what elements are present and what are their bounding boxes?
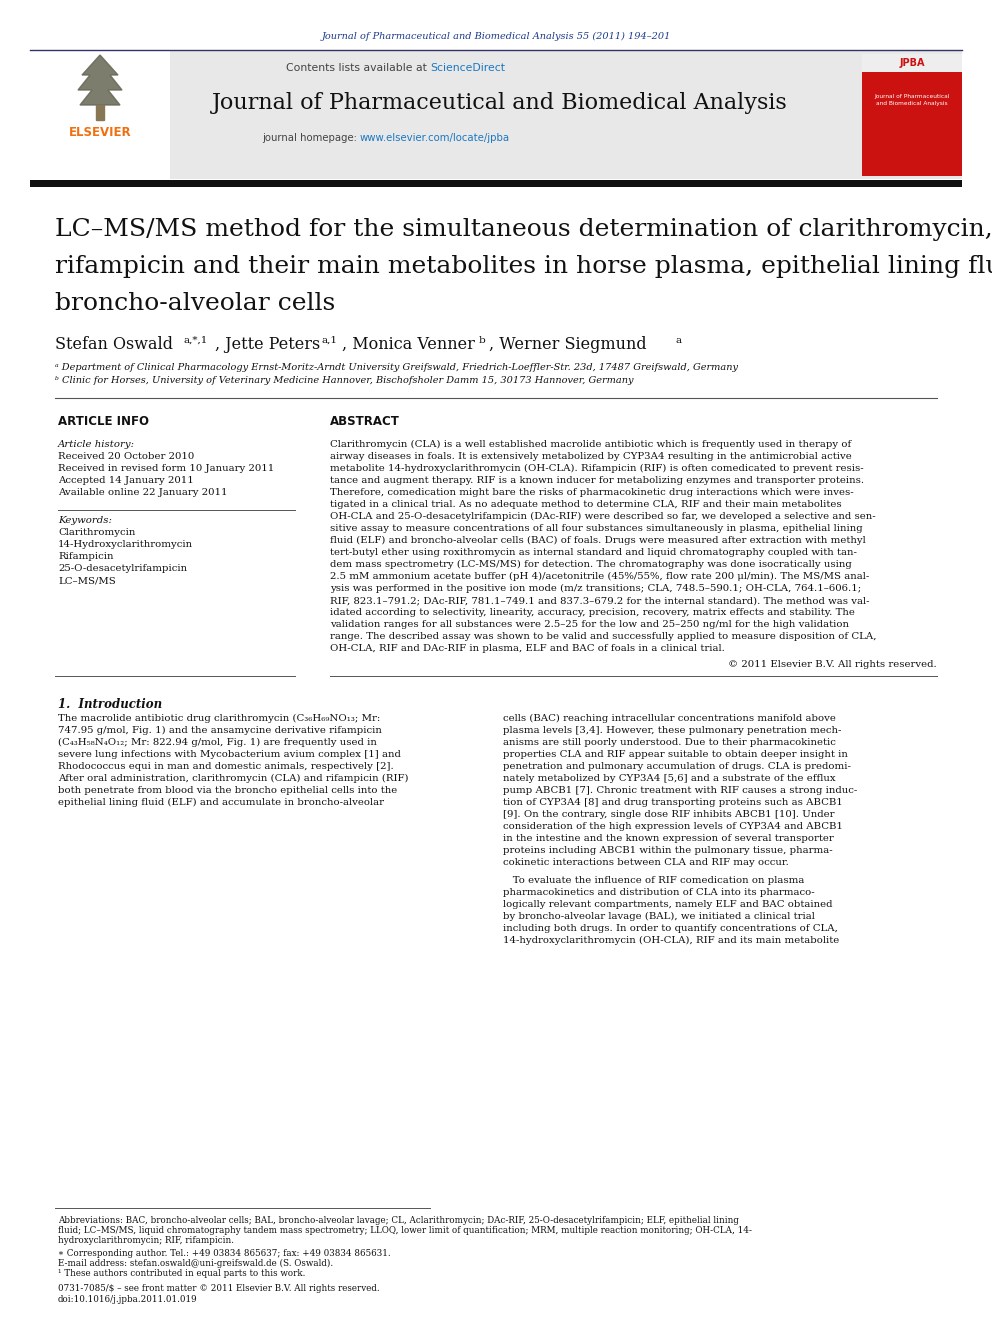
Text: ABSTRACT: ABSTRACT [330, 415, 400, 429]
Text: 14-hydroxyclarithromycin (OH-CLA), RIF and its main metabolite: 14-hydroxyclarithromycin (OH-CLA), RIF a… [503, 935, 839, 945]
Text: Abbreviations: BAC, broncho-alveolar cells; BAL, broncho-alveolar lavage; CL, Ac: Abbreviations: BAC, broncho-alveolar cel… [58, 1216, 739, 1225]
Bar [30, 180, 962, 187]
Bar [30, 52, 962, 179]
Text: Journal of Pharmaceutical and Biomedical Analysis 55 (2011) 194–201: Journal of Pharmaceutical and Biomedical… [321, 32, 671, 41]
Text: The macrolide antibiotic drug clarithromycin (C₃₆H₆₉NO₁₃; Mr:: The macrolide antibiotic drug clarithrom… [58, 714, 380, 724]
Text: ∗ Corresponding author. Tel.: +49 03834 865637; fax: +49 03834 865631.: ∗ Corresponding author. Tel.: +49 03834 … [58, 1249, 391, 1258]
Text: Received 20 October 2010: Received 20 October 2010 [58, 452, 194, 460]
Text: ScienceDirect: ScienceDirect [430, 64, 505, 73]
Text: idated according to selectivity, linearity, accuracy, precision, recovery, matri: idated according to selectivity, lineari… [330, 609, 855, 617]
Text: 25-O-desacetylrifampicin: 25-O-desacetylrifampicin [58, 564, 187, 573]
Text: doi:10.1016/j.jpba.2011.01.019: doi:10.1016/j.jpba.2011.01.019 [58, 1295, 197, 1304]
Text: tigated in a clinical trial. As no adequate method to determine CLA, RIF and the: tigated in a clinical trial. As no adequ… [330, 500, 841, 509]
Text: OH-CLA and 25-O-desacetylrifampicin (DAc-RIF) were described so far, we develope: OH-CLA and 25-O-desacetylrifampicin (DAc… [330, 512, 876, 521]
Text: Clarithromycin: Clarithromycin [58, 528, 135, 537]
Text: 2.5 mM ammonium acetate buffer (pH 4)/acetonitrile (45%/55%, flow rate 200 μl/mi: 2.5 mM ammonium acetate buffer (pH 4)/ac… [330, 572, 869, 581]
Text: Stefan Oswald: Stefan Oswald [55, 336, 173, 353]
Polygon shape [78, 56, 122, 105]
Text: both penetrate from blood via the broncho epithelial cells into the: both penetrate from blood via the bronch… [58, 786, 397, 795]
Text: ARTICLE INFO: ARTICLE INFO [58, 415, 149, 429]
Text: [9]. On the contrary, single dose RIF inhibits ABCB1 [10]. Under: [9]. On the contrary, single dose RIF in… [503, 810, 834, 819]
Text: Article history:: Article history: [58, 441, 135, 448]
Text: properties CLA and RIF appear suitable to obtain deeper insight in: properties CLA and RIF appear suitable t… [503, 750, 848, 759]
Text: www.elsevier.com/locate/jpba: www.elsevier.com/locate/jpba [360, 134, 510, 143]
Text: ᵃ Department of Clinical Pharmacology Ernst-Moritz-Arndt University Greifswald, : ᵃ Department of Clinical Pharmacology Er… [55, 363, 738, 372]
Text: Journal of Pharmaceutical and Biomedical Analysis: Journal of Pharmaceutical and Biomedical… [212, 93, 788, 114]
Text: 0731-7085/$ – see front matter © 2011 Elsevier B.V. All rights reserved.: 0731-7085/$ – see front matter © 2011 El… [58, 1285, 380, 1293]
Text: a,1: a,1 [322, 336, 338, 345]
Bar [862, 54, 962, 71]
Text: fluid; LC–MS/MS, liquid chromatography tandem mass spectrometry; LLOQ, lower lim: fluid; LC–MS/MS, liquid chromatography t… [58, 1226, 752, 1234]
Text: , Jette Peters: , Jette Peters [215, 336, 320, 353]
Text: range. The described assay was shown to be valid and successfully applied to mea: range. The described assay was shown to … [330, 632, 877, 642]
Text: RIF, 823.1–791.2; DAc-RIF, 781.1–749.1 and 837.3–679.2 for the internal standard: RIF, 823.1–791.2; DAc-RIF, 781.1–749.1 a… [330, 595, 870, 605]
Text: To evaluate the influence of RIF comedication on plasma: To evaluate the influence of RIF comedic… [503, 876, 805, 885]
Text: penetration and pulmonary accumulation of drugs. CLA is predomi-: penetration and pulmonary accumulation o… [503, 762, 851, 771]
Text: tert-butyl ether using roxithromycin as internal standard and liquid chromatogra: tert-butyl ether using roxithromycin as … [330, 548, 857, 557]
Text: by broncho-alveolar lavage (BAL), we initiated a clinical trial: by broncho-alveolar lavage (BAL), we ini… [503, 912, 814, 921]
Text: pharmacokinetics and distribution of CLA into its pharmaco-: pharmacokinetics and distribution of CLA… [503, 888, 814, 897]
Text: consideration of the high expression levels of CYP3A4 and ABCB1: consideration of the high expression lev… [503, 822, 843, 831]
Text: , Werner Siegmund: , Werner Siegmund [489, 336, 647, 353]
Text: , Monica Venner: , Monica Venner [342, 336, 475, 353]
Text: Contents lists available at: Contents lists available at [286, 64, 430, 73]
Text: severe lung infections with Mycobacterium avium complex [1] and: severe lung infections with Mycobacteriu… [58, 750, 401, 759]
Text: validation ranges for all substances were 2.5–25 for the low and 25–250 ng/ml fo: validation ranges for all substances wer… [330, 620, 849, 628]
Text: metabolite 14-hydroxyclarithromycin (OH-CLA). Rifampicin (RIF) is often comedica: metabolite 14-hydroxyclarithromycin (OH-… [330, 464, 864, 474]
Text: cells (BAC) reaching intracellular concentrations manifold above: cells (BAC) reaching intracellular conce… [503, 714, 836, 724]
Text: LC–MS/MS: LC–MS/MS [58, 576, 116, 585]
Text: b: b [479, 336, 486, 345]
Text: ¹ These authors contributed in equal parts to this work.: ¹ These authors contributed in equal par… [58, 1269, 306, 1278]
Text: © 2011 Elsevier B.V. All rights reserved.: © 2011 Elsevier B.V. All rights reserved… [728, 660, 937, 669]
Text: journal homepage:: journal homepage: [262, 134, 360, 143]
Text: Clarithromycin (CLA) is a well established macrolide antibiotic which is frequen: Clarithromycin (CLA) is a well establish… [330, 441, 851, 448]
Text: JPBA: JPBA [900, 58, 925, 67]
Text: a,*,1: a,*,1 [183, 336, 207, 345]
Text: E-mail address: stefan.oswald@uni-greifswald.de (S. Oswald).: E-mail address: stefan.oswald@uni-greifs… [58, 1259, 333, 1269]
Text: proteins including ABCB1 within the pulmonary tissue, pharma-: proteins including ABCB1 within the pulm… [503, 845, 832, 855]
Text: Received in revised form 10 January 2011: Received in revised form 10 January 2011 [58, 464, 274, 474]
Bar [862, 54, 962, 176]
Text: in the intestine and the known expression of several transporter: in the intestine and the known expressio… [503, 833, 833, 843]
Text: pump ABCB1 [7]. Chronic treatment with RIF causes a strong induc-: pump ABCB1 [7]. Chronic treatment with R… [503, 786, 857, 795]
Text: 747.95 g/mol, Fig. 1) and the ansamycine derivative rifampicin: 747.95 g/mol, Fig. 1) and the ansamycine… [58, 726, 382, 736]
Bar [30, 52, 170, 179]
Text: Available online 22 January 2011: Available online 22 January 2011 [58, 488, 227, 497]
Text: 14-Hydroxyclarithromycin: 14-Hydroxyclarithromycin [58, 540, 193, 549]
Text: Journal of Pharmaceutical
and Biomedical Analysis: Journal of Pharmaceutical and Biomedical… [874, 94, 949, 106]
Text: 1.  Introduction: 1. Introduction [58, 699, 162, 710]
Polygon shape [96, 105, 104, 120]
Text: plasma levels [3,4]. However, these pulmonary penetration mech-: plasma levels [3,4]. However, these pulm… [503, 726, 841, 736]
Text: nately metabolized by CYP3A4 [5,6] and a substrate of the efflux: nately metabolized by CYP3A4 [5,6] and a… [503, 774, 835, 783]
Text: rifampicin and their main metabolites in horse plasma, epithelial lining fluid a: rifampicin and their main metabolites in… [55, 255, 992, 278]
Text: Keywords:: Keywords: [58, 516, 112, 525]
Text: epithelial lining fluid (ELF) and accumulate in broncho-alveolar: epithelial lining fluid (ELF) and accumu… [58, 798, 384, 807]
Text: Therefore, comedication might bare the risks of pharmacokinetic drug interaction: Therefore, comedication might bare the r… [330, 488, 854, 497]
Text: logically relevant compartments, namely ELF and BAC obtained: logically relevant compartments, namely … [503, 900, 832, 909]
Text: hydroxyclarithromycin; RIF, rifampicin.: hydroxyclarithromycin; RIF, rifampicin. [58, 1236, 234, 1245]
Text: fluid (ELF) and broncho-alveolar cells (BAC) of foals. Drugs were measured after: fluid (ELF) and broncho-alveolar cells (… [330, 536, 866, 545]
Text: anisms are still poorly understood. Due to their pharmacokinetic: anisms are still poorly understood. Due … [503, 738, 836, 747]
Text: tance and augment therapy. RIF is a known inducer for metabolizing enzymes and t: tance and augment therapy. RIF is a know… [330, 476, 864, 486]
Text: ELSEVIER: ELSEVIER [68, 127, 131, 139]
Text: including both drugs. In order to quantify concentrations of CLA,: including both drugs. In order to quanti… [503, 923, 838, 933]
Text: Accepted 14 January 2011: Accepted 14 January 2011 [58, 476, 193, 486]
Text: ᵇ Clinic for Horses, University of Veterinary Medicine Hannover, Bischofsholer D: ᵇ Clinic for Horses, University of Veter… [55, 376, 634, 385]
Text: ysis was performed in the positive ion mode (m/z transitions; CLA, 748.5–590.1; : ysis was performed in the positive ion m… [330, 583, 861, 593]
Text: broncho-alveolar cells: broncho-alveolar cells [55, 292, 335, 315]
Text: cokinetic interactions between CLA and RIF may occur.: cokinetic interactions between CLA and R… [503, 859, 789, 867]
Text: Rhodococcus equi in man and domestic animals, respectively [2].: Rhodococcus equi in man and domestic ani… [58, 762, 394, 771]
Text: sitive assay to measure concentrations of all four substances simultaneously in : sitive assay to measure concentrations o… [330, 524, 863, 533]
Text: Rifampicin: Rifampicin [58, 552, 113, 561]
Text: a: a [675, 336, 682, 345]
Text: airway diseases in foals. It is extensively metabolized by CYP3A4 resulting in t: airway diseases in foals. It is extensiv… [330, 452, 852, 460]
Text: After oral administration, clarithromycin (CLA) and rifampicin (RIF): After oral administration, clarithromyci… [58, 774, 409, 783]
Text: OH-CLA, RIF and DAc-RIF in plasma, ELF and BAC of foals in a clinical trial.: OH-CLA, RIF and DAc-RIF in plasma, ELF a… [330, 644, 725, 654]
Text: tion of CYP3A4 [8] and drug transporting proteins such as ABCB1: tion of CYP3A4 [8] and drug transporting… [503, 798, 843, 807]
Text: LC–MS/MS method for the simultaneous determination of clarithromycin,: LC–MS/MS method for the simultaneous det… [55, 218, 992, 241]
Text: (C₄₃H₅₈N₄O₁₂; Mr: 822.94 g/mol, Fig. 1) are frequently used in: (C₄₃H₅₈N₄O₁₂; Mr: 822.94 g/mol, Fig. 1) … [58, 738, 377, 747]
Text: dem mass spectrometry (LC-MS/MS) for detection. The chromatography was done isoc: dem mass spectrometry (LC-MS/MS) for det… [330, 560, 852, 569]
